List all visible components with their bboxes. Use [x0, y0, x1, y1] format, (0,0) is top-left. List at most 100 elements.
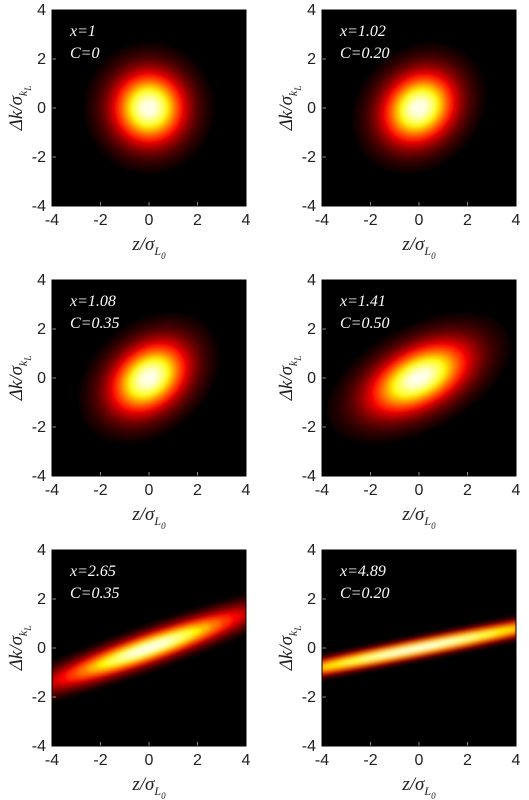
x-tick-label: -4 — [45, 212, 59, 229]
y-tick-label: 2 — [307, 591, 316, 608]
density-contour — [413, 646, 425, 650]
y-tick-label: -2 — [302, 149, 316, 166]
plot-frame — [51, 9, 247, 207]
y-tick-label: 0 — [37, 640, 46, 657]
x-tick-label: 0 — [145, 482, 154, 499]
x-axis-label: z/σL0 — [401, 504, 436, 531]
density-heatmap — [353, 43, 485, 173]
y-tick-label: 2 — [37, 51, 46, 68]
y-tick-label: -2 — [302, 419, 316, 436]
y-axis-label: Δk/σkL — [276, 626, 303, 672]
x-tick-label: 4 — [512, 482, 521, 499]
panel-5: -4 -2 0 2 4 -4 -2 0 2 4 x=2.65 C=0.35 z/σL0 Δk/σkL — [6, 542, 251, 800]
annotation-x: x=2.65 — [69, 563, 116, 580]
x-tick-label: 4 — [512, 212, 521, 229]
y-axis-label: Δk/σkL — [6, 86, 33, 132]
annotation-x: x=4.89 — [339, 563, 386, 580]
density-heatmap — [79, 313, 219, 443]
plot-frame — [321, 549, 517, 747]
annotation-c: C=0.35 — [70, 315, 119, 332]
x-tick-label: 4 — [242, 752, 251, 769]
x-tick-label: -4 — [45, 752, 59, 769]
x-tick-label: -2 — [93, 482, 107, 499]
x-tick-label: -4 — [315, 212, 329, 229]
panel-3: -4 -2 0 2 4 -4 -2 0 2 4 x=1.08 C=0.35 z/σL0 Δk/σkL — [6, 272, 251, 531]
plot-frame — [321, 9, 517, 207]
annotation-c: C=0.20 — [340, 585, 389, 602]
x-tick-label: 2 — [463, 212, 472, 229]
x-tick-label: 4 — [512, 752, 521, 769]
density-contour — [147, 106, 151, 110]
annotation-c: C=0.35 — [70, 585, 119, 602]
annotation-c: C=0.50 — [340, 315, 389, 332]
y-tick-label: -4 — [32, 468, 46, 485]
x-tick-label: 0 — [415, 212, 424, 229]
x-axis-label: z/σL0 — [131, 504, 166, 531]
y-tick-label: 2 — [307, 51, 316, 68]
y-tick-label: -4 — [302, 468, 316, 485]
y-axis-label: Δk/σkL — [6, 626, 33, 672]
annotation-c: C=0 — [70, 45, 99, 62]
x-axis-label: z/σL0 — [131, 234, 166, 261]
x-tick-label: 4 — [242, 482, 251, 499]
x-axis-label: z/σL0 — [401, 774, 436, 800]
x-tick-label: 2 — [463, 482, 472, 499]
plot-frame — [51, 549, 247, 747]
y-tick-label: 4 — [37, 2, 46, 19]
y-tick-label: 0 — [37, 100, 46, 117]
x-tick-label: 0 — [145, 752, 154, 769]
plot-frame — [51, 279, 247, 477]
y-tick-label: 0 — [307, 640, 316, 657]
x-axis-label: z/σL0 — [401, 234, 436, 261]
x-tick-label: -2 — [363, 752, 377, 769]
y-tick-label: -2 — [302, 689, 316, 706]
y-axis-label: Δk/σkL — [276, 86, 303, 132]
x-tick-label: 2 — [463, 752, 472, 769]
density-contour — [417, 106, 421, 110]
plot-frame — [321, 279, 517, 477]
x-tick-label: -2 — [363, 212, 377, 229]
y-tick-label: 0 — [37, 370, 46, 387]
annotation-x: x=1.02 — [339, 23, 386, 40]
x-tick-label: -4 — [315, 482, 329, 499]
x-tick-label: 0 — [415, 752, 424, 769]
x-tick-label: -2 — [93, 752, 107, 769]
panel-2: -4 -2 0 2 4 -4 -2 0 2 4 x=1.02 C=0.20 z/σL0 Δk/σkL — [276, 2, 521, 261]
y-tick-label: 4 — [307, 542, 316, 559]
y-tick-label: -4 — [302, 198, 316, 215]
y-tick-label: -2 — [32, 419, 46, 436]
x-tick-label: 2 — [193, 212, 202, 229]
x-tick-label: 0 — [415, 482, 424, 499]
annotation-x: x=1 — [69, 23, 96, 40]
y-tick-label: 4 — [37, 542, 46, 559]
y-tick-label: -2 — [32, 689, 46, 706]
y-tick-label: 0 — [307, 100, 316, 117]
y-tick-label: 2 — [307, 321, 316, 338]
density-heatmap — [52, 583, 246, 713]
density-contour — [145, 646, 153, 650]
y-tick-label: -4 — [32, 738, 46, 755]
x-tick-label: 2 — [193, 752, 202, 769]
y-tick-label: 2 — [37, 321, 46, 338]
y-tick-label: 2 — [37, 591, 46, 608]
x-tick-label: -2 — [93, 212, 107, 229]
y-tick-label: -4 — [32, 198, 46, 215]
x-axis-label: z/σL0 — [131, 774, 166, 800]
density-contour — [417, 376, 421, 380]
x-tick-label: -2 — [363, 482, 377, 499]
x-tick-label: 2 — [193, 482, 202, 499]
x-tick-label: 0 — [145, 212, 154, 229]
annotation-x: x=1.08 — [69, 293, 116, 310]
panel-1: -4 -2 0 2 4 -4 -2 0 2 4 x=1 C=0 z/σL0 Δk/σkL — [6, 2, 251, 261]
panel-6: -4 -2 0 2 4 -4 -2 0 2 4 x=4.89 C=0.20 z/σL0 Δk/σkL — [276, 542, 521, 800]
y-tick-label: 0 — [307, 370, 316, 387]
x-tick-label: -4 — [45, 482, 59, 499]
panel-4: -4 -2 0 2 4 -4 -2 0 2 4 x=1.41 C=0.50 z/σL0 Δk/σkL — [276, 272, 521, 531]
x-tick-label: 4 — [242, 212, 251, 229]
density-heatmap — [84, 43, 214, 173]
y-tick-label: 4 — [37, 272, 46, 289]
y-tick-label: 4 — [307, 272, 316, 289]
y-tick-label: -2 — [32, 149, 46, 166]
density-heatmap — [322, 583, 516, 713]
